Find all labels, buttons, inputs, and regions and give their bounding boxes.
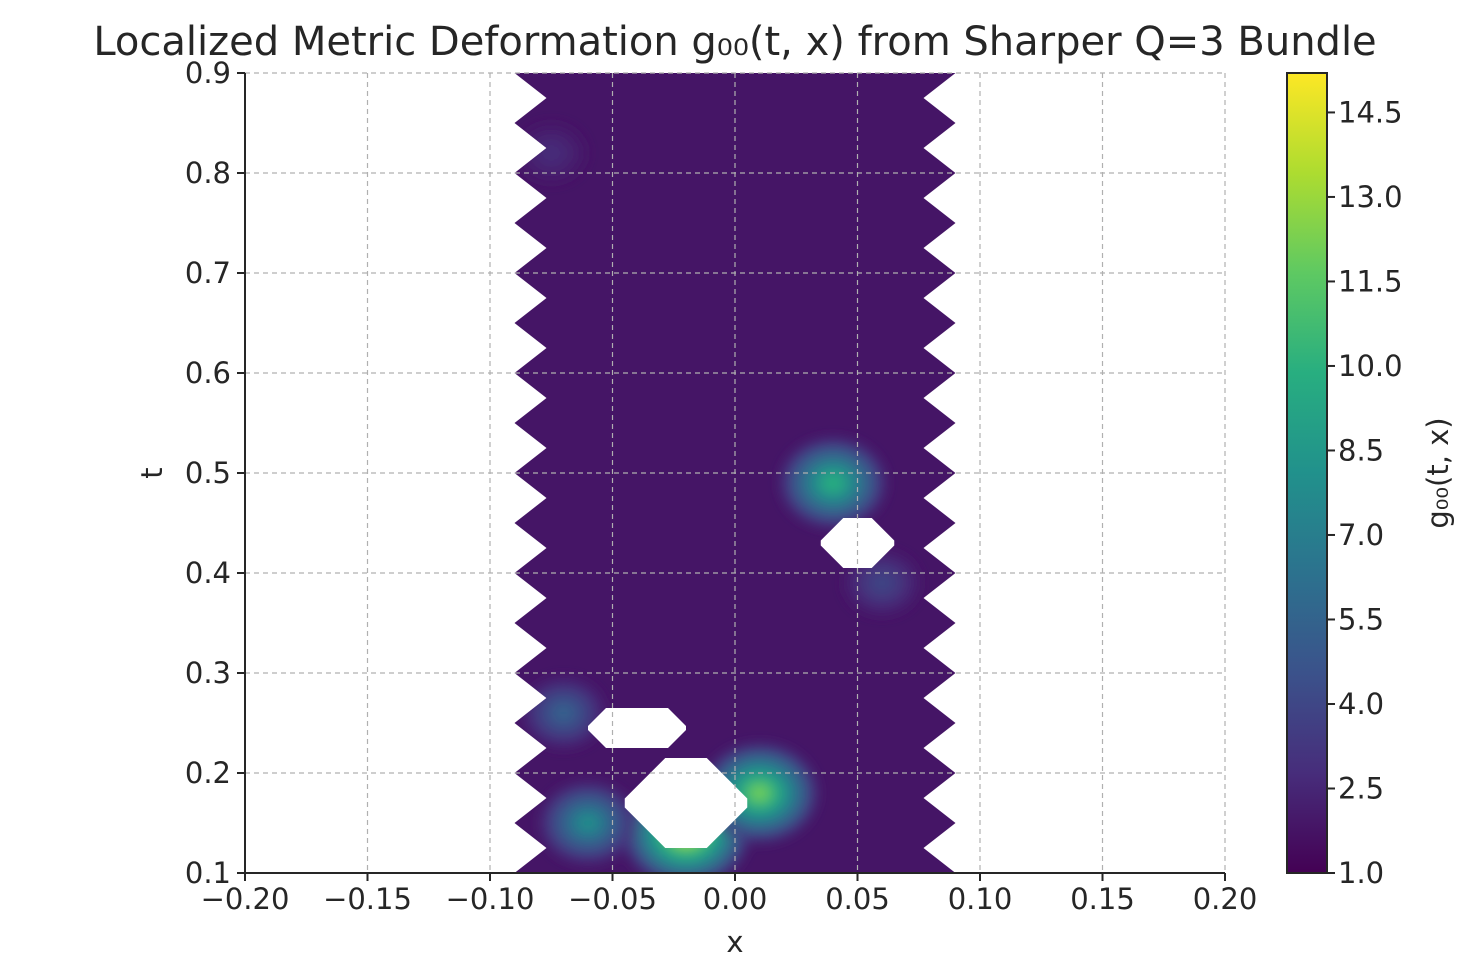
- x-ticks: −0.20 −0.15 −0.10 −0.05 0.00 0.05 0.10 0.15 0.20: [201, 873, 1258, 916]
- x-tick-label: 0.00: [703, 882, 768, 916]
- colorbar-tick-label: 13.0: [1338, 180, 1403, 214]
- y-tick-label: 0.1: [185, 856, 231, 890]
- x-tick-label: −0.15: [323, 882, 412, 916]
- x-tick-label: 0.20: [1193, 882, 1258, 916]
- colorbar-tick-label: 8.5: [1338, 433, 1384, 467]
- y-tick-label: 0.3: [185, 656, 231, 690]
- colorbar: [1286, 72, 1328, 874]
- x-tick-label: −0.20: [201, 882, 290, 916]
- peak-contour: [749, 784, 770, 802]
- y-tick-label: 0.4: [185, 556, 231, 590]
- peak-contour: [824, 475, 842, 491]
- colorbar-tick-label: 7.0: [1338, 518, 1384, 552]
- colorbar-label: g₀₀(t, x): [1421, 417, 1455, 528]
- peak-contour: [875, 577, 889, 589]
- undefined-region: [588, 708, 686, 748]
- x-tick-label: 0.05: [825, 882, 890, 916]
- colorbar-tick-label: 4.0: [1338, 687, 1384, 721]
- y-ticks: 0.1 0.2 0.3 0.4 0.5 0.6 0.7 0.8 0.9: [185, 56, 245, 890]
- peak-contour: [545, 148, 557, 158]
- y-tick-label: 0.8: [185, 156, 231, 190]
- colorbar-tick-label: 1.0: [1338, 856, 1384, 890]
- undefined-regions: [588, 518, 895, 848]
- chart-title: Localized Metric Deformation g₀₀(t, x) f…: [93, 19, 1376, 65]
- x-tick-label: −0.05: [568, 882, 657, 916]
- y-tick-label: 0.5: [185, 456, 231, 490]
- colorbar-tick-label: 11.5: [1338, 264, 1403, 298]
- grid-lines: [244, 72, 1226, 874]
- y-tick-label: 0.6: [185, 356, 231, 390]
- y-axis-label: t: [135, 467, 169, 478]
- x-tick-label: 0.15: [1070, 882, 1135, 916]
- x-axis-label: x: [726, 925, 743, 959]
- peak-contour: [580, 816, 596, 830]
- colorbar-tick-label: 5.5: [1338, 602, 1384, 636]
- y-tick-label: 0.2: [185, 756, 231, 790]
- y-tick-label: 0.9: [185, 56, 231, 90]
- x-tick-label: 0.10: [948, 882, 1013, 916]
- colorbar-tick-label: 2.5: [1338, 771, 1384, 805]
- colorbar-tick-label: 10.0: [1338, 349, 1403, 383]
- y-tick-label: 0.7: [185, 256, 231, 290]
- undefined-region: [624, 758, 748, 848]
- x-tick-label: −0.10: [446, 882, 535, 916]
- colorbar-tick-label: 14.5: [1338, 95, 1403, 129]
- colorbar-ticks: 1.0 2.5 4.0 5.5 7.0 8.5 10.0 11.5 13.0 14.5: [1327, 95, 1403, 890]
- peak-contour: [556, 707, 571, 719]
